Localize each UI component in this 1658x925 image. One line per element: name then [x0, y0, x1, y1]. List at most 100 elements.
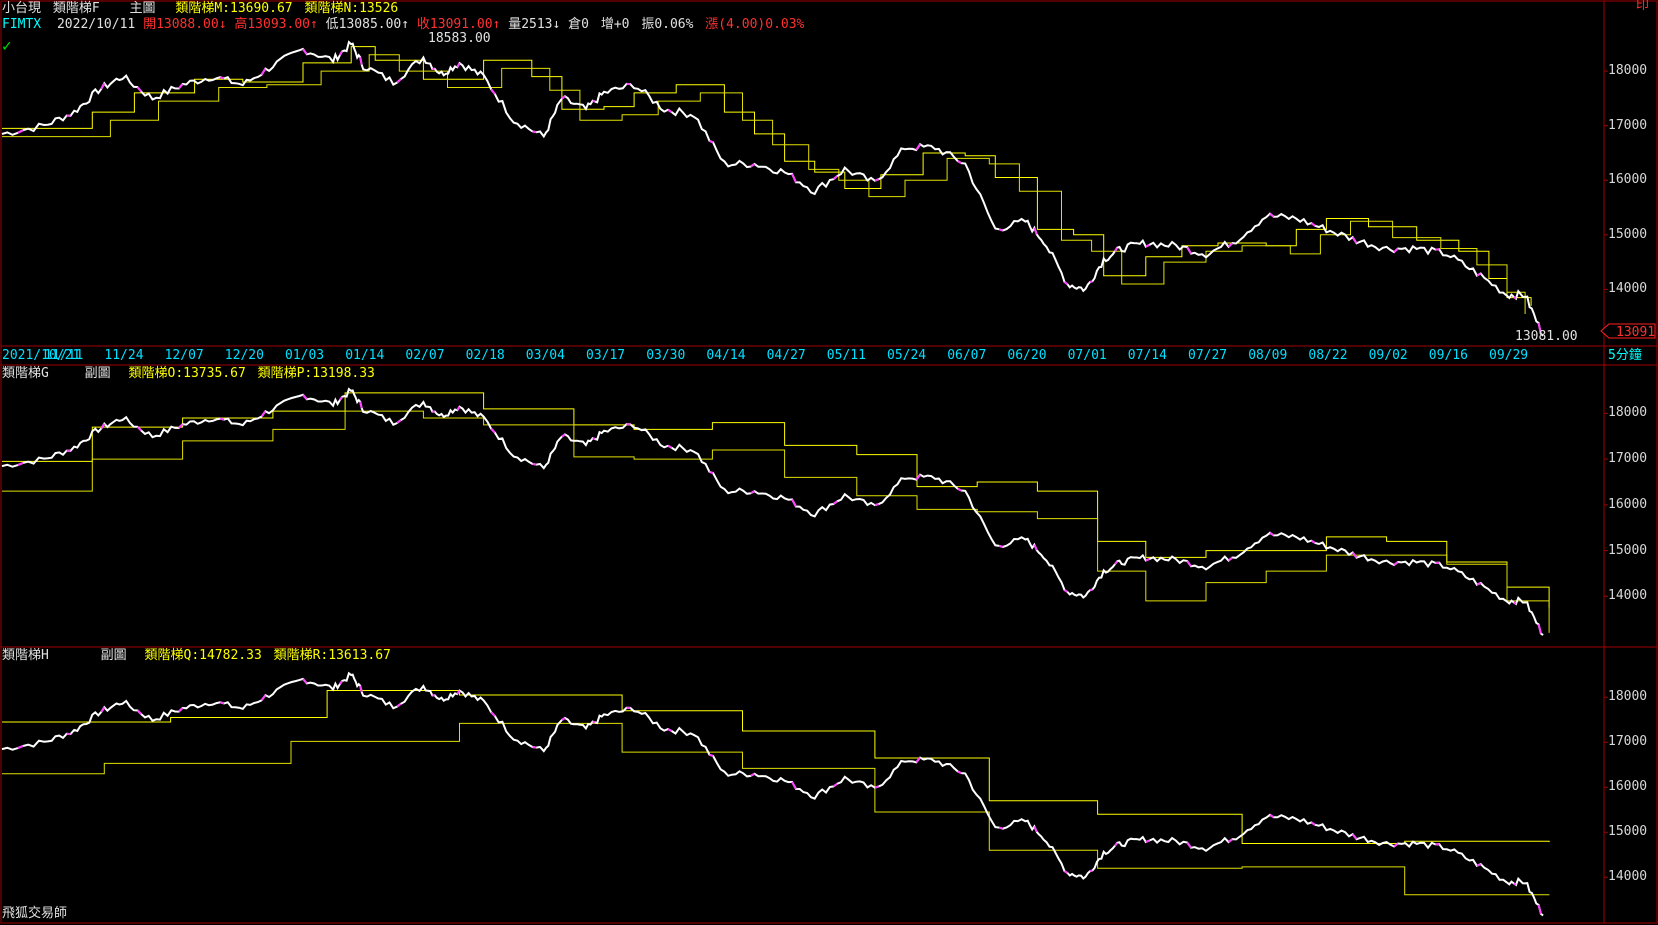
- print-button[interactable]: 印: [1636, 0, 1650, 13]
- panel1-up-tick: [1227, 242, 1234, 248]
- x-tick-label: 12/20: [224, 348, 264, 363]
- x-tick-label: 11/11: [44, 348, 84, 363]
- panel1-up-tick: [1537, 322, 1542, 335]
- y-tick-label: 18000: [1608, 63, 1648, 79]
- indicator-name[interactable]: 類階梯F: [52, 1, 100, 16]
- x-tick-label: 01/03: [285, 348, 325, 363]
- ladder-n-value: 類階梯N:13526: [304, 1, 399, 16]
- panel3-up-tick: [1114, 842, 1118, 847]
- panel2-sub-label: 副圖: [84, 366, 111, 381]
- panel1-up-tick: [1476, 272, 1482, 277]
- y-tick-label: 18000: [1608, 405, 1648, 421]
- panel1-price-line: [1, 40, 1544, 337]
- panel1-up-tick: [490, 88, 496, 95]
- quote-oi-change: 增+0: [600, 17, 630, 32]
- series-ladder-r: [2, 722, 1550, 896]
- panel2-up-tick: [1513, 601, 1517, 605]
- panel1-up-tick: [260, 68, 267, 76]
- panel3-up-tick: [998, 826, 1004, 830]
- x-tick-label: 03/17: [586, 348, 626, 363]
- y-tick-label: 16000: [1608, 172, 1648, 188]
- x-tick-label: 06/07: [947, 348, 987, 363]
- x-tick-label: 03/04: [525, 348, 565, 363]
- last-price-label: 13091: [1616, 325, 1655, 340]
- panel2-up-tick: [667, 444, 673, 449]
- panel2-up-tick: [1537, 624, 1542, 634]
- panel2-up-tick: [1145, 557, 1150, 562]
- panel1-header: 小台現 類階梯F 主圖 類階梯M:13690.67 類階梯N:13526: [2, 1, 398, 17]
- panel3-up-tick: [178, 707, 184, 713]
- panel2-up-tick: [1351, 551, 1358, 559]
- panel1-up-tick: [1186, 246, 1192, 255]
- ladder-m-value: 類階梯M:13690.67: [175, 1, 293, 16]
- panel3-up-tick: [1537, 904, 1542, 915]
- x-tick-label: 11/24: [104, 348, 144, 363]
- y-tick-label: 14000: [1608, 281, 1648, 297]
- panel1-up-tick: [178, 83, 184, 90]
- panel2-up-tick: [1186, 560, 1192, 567]
- panel1-up-tick: [219, 76, 225, 80]
- panel3-up-tick: [1269, 813, 1275, 819]
- symbol-code[interactable]: FIMTX: [2, 17, 42, 32]
- panel3-up-tick: [592, 720, 596, 724]
- panel1-up-tick: [957, 160, 962, 164]
- series-ladder-q: [2, 690, 1550, 844]
- quote-volume: 量2513↓: [508, 17, 561, 32]
- panel1-up-tick: [396, 78, 402, 84]
- panel3-up-tick: [100, 706, 106, 713]
- quote-high: 高13093.00↑: [234, 17, 318, 32]
- panel1-up-tick: [1145, 243, 1151, 248]
- panel2-up-tick: [396, 419, 402, 424]
- y-tick-label: 16000: [1608, 779, 1648, 795]
- instrument-name[interactable]: 小台現: [2, 1, 42, 16]
- panel3-up-tick: [1476, 863, 1482, 867]
- y-tick-label: 18000: [1608, 689, 1648, 705]
- panel2-title[interactable]: 類階梯G: [2, 366, 49, 381]
- panel1-up-tick: [1269, 212, 1275, 218]
- panel1-up-tick: [874, 178, 880, 182]
- main-chart-label: 主圖: [129, 1, 156, 16]
- panel2-header: 類階梯G 副圖 類階梯O:13735.67 類階梯P:13198.33: [2, 366, 375, 382]
- x-tick-label: 04/27: [766, 348, 806, 363]
- series-ladder-main: [2, 46, 1532, 306]
- y-tick-label: 17000: [1608, 734, 1648, 750]
- panel2-up-tick: [339, 396, 343, 401]
- x-tick-label: 09/29: [1489, 348, 1529, 363]
- panel3-header: 類階梯H 副圖 類階梯Q:14782.33 類階梯R:13613.67: [2, 648, 391, 664]
- panel2-up-tick: [490, 427, 496, 434]
- panel2-up-tick: [219, 417, 225, 421]
- y-tick-label: 16000: [1608, 496, 1648, 512]
- panel1-up-tick: [750, 163, 756, 168]
- x-tick-label: 09/16: [1428, 348, 1468, 363]
- panel2-up-tick: [1033, 544, 1038, 551]
- panel2-up-tick: [178, 423, 184, 429]
- panel1-up-tick: [1310, 222, 1316, 227]
- panel3-price-line: [1, 671, 1544, 917]
- quote-oi: 倉0: [568, 17, 589, 32]
- series-ladder-o: [2, 392, 1550, 608]
- panel3-up-tick: [709, 753, 714, 757]
- panel3-title[interactable]: 類階梯H: [2, 648, 49, 663]
- panel3-up-tick: [339, 680, 343, 685]
- panel2-up-tick: [136, 426, 142, 432]
- x-tick-label: 07/14: [1127, 348, 1167, 363]
- x-tick-label: 08/09: [1248, 348, 1288, 363]
- panel3-up-tick: [561, 717, 566, 721]
- ladder-o-value: 類階梯O:13735.67: [128, 366, 246, 381]
- quote-date: 2022/10/11: [56, 17, 136, 32]
- timeframe-selector[interactable]: 5分鐘: [1608, 348, 1642, 363]
- panel2-up-tick: [750, 490, 755, 495]
- panel3-up-tick: [260, 694, 267, 701]
- panel2-up-tick: [874, 503, 880, 507]
- panel3-up-tick: [874, 785, 880, 789]
- panel3-up-tick: [750, 772, 755, 777]
- x-tick-label: 02/07: [405, 348, 445, 363]
- checkmark-icon[interactable]: ✓: [2, 36, 12, 55]
- panel2-price-line: [1, 387, 1544, 636]
- panel1-up-tick: [561, 95, 566, 100]
- panel3-up-tick: [667, 728, 673, 732]
- panel2-up-tick: [957, 487, 962, 492]
- panel1-up-tick: [302, 48, 308, 55]
- x-tick-label: 05/24: [887, 348, 927, 363]
